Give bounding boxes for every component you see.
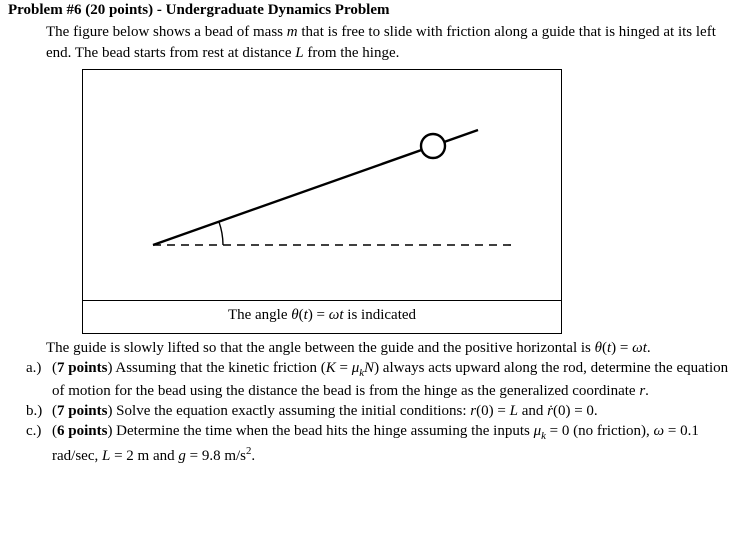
part-b-label: b.)	[26, 401, 52, 421]
part-b-body: (7 points) Solve the equation exactly as…	[52, 401, 731, 421]
part-c: c.) (6 points) Determine the time when t…	[26, 421, 731, 466]
figure-caption: The angle θ(t) = ωt is indicated	[83, 300, 561, 333]
figure-container: The angle θ(t) = ωt is indicated	[82, 69, 562, 334]
bead	[421, 134, 445, 158]
part-a: a.) (7 points) Assuming that the kinetic…	[26, 358, 731, 401]
intro-text: The figure below shows a bead of mass m …	[46, 22, 731, 63]
part-a-label: a.)	[26, 358, 52, 401]
part-c-label: c.)	[26, 421, 52, 466]
part-a-body: (7 points) Assuming that the kinetic fri…	[52, 358, 731, 401]
setup-text: The guide is slowly lifted so that the a…	[46, 338, 731, 358]
angle-arc	[219, 221, 223, 244]
problem-heading: Problem #6 (20 points) - Undergraduate D…	[8, 0, 731, 20]
figure-svg	[83, 70, 561, 300]
part-b: b.) (7 points) Solve the equation exactl…	[26, 401, 731, 421]
part-c-body: (6 points) Determine the time when the b…	[52, 421, 731, 466]
